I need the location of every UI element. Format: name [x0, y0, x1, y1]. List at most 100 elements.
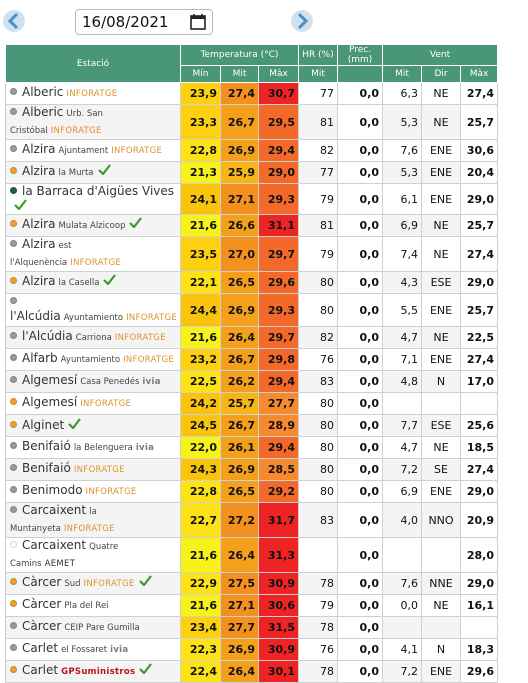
- value-cell: 21,6: [180, 214, 221, 237]
- value-cell: 26,5: [220, 271, 259, 294]
- value-cell: 0,0: [337, 480, 384, 503]
- value-cell: NNO: [421, 502, 462, 538]
- subheader-cell: Mit: [298, 65, 339, 83]
- value-cell: 26,9: [220, 638, 259, 661]
- value-cell: 26,4: [220, 537, 259, 573]
- status-dot: [10, 622, 17, 629]
- station-subname: el Fossaret: [61, 645, 108, 655]
- station-name: Alfarb: [22, 351, 58, 365]
- value-cell: 0,0: [337, 594, 384, 617]
- station-row: Alberic Urb. San Cristóbal INFORATGE 23,3 26…: [5, 104, 499, 140]
- value-cell: 31,5: [257, 616, 300, 639]
- value-cell: 25,9: [220, 161, 259, 184]
- station-name: Alzira: [22, 142, 56, 156]
- station-row: Alzira est l'Alquenència INFORATGE 23,5 27,0…: [5, 236, 499, 272]
- header-wind: Vent: [382, 44, 499, 66]
- value-cell: 22,1: [180, 271, 221, 294]
- value-cell: 30,6: [257, 594, 300, 617]
- value-cell: 27,7: [220, 616, 259, 639]
- value-cell: 4,7: [382, 436, 423, 459]
- value-cell: 7,1: [382, 348, 423, 371]
- prev-button[interactable]: [3, 10, 25, 32]
- station-cell: Alberic INFORATGE: [5, 82, 181, 105]
- station-name: Carcaixent: [22, 503, 87, 517]
- check-icon: [138, 575, 152, 587]
- value-cell: 79: [298, 594, 339, 617]
- network-tag: INFORATGE: [73, 465, 125, 475]
- station-name: Benifaió: [22, 461, 71, 475]
- value-cell: 23,5: [180, 236, 221, 272]
- subheader-cell: [337, 65, 384, 83]
- station-row: la Barraca d'Aigües Vives 24,1 27,1 29,3 79 0…: [5, 183, 499, 215]
- value-cell: 0,0: [337, 161, 384, 184]
- station-name: Carcaixent: [22, 538, 87, 552]
- station-cell: Benifaió INFORATGE: [5, 458, 181, 481]
- value-cell: NE: [421, 214, 462, 237]
- date-input[interactable]: 16/08/2021: [75, 9, 213, 35]
- value-cell: 80: [298, 293, 339, 327]
- value-cell: 24,3: [180, 458, 221, 481]
- value-cell: 0,0: [337, 348, 384, 371]
- value-cell: 5,5: [382, 293, 423, 327]
- status-dot: [10, 442, 17, 449]
- value-cell: 27,0: [220, 236, 259, 272]
- station-subname: Ajuntament: [58, 146, 109, 156]
- value-cell: 82: [298, 139, 339, 162]
- value-cell: [421, 616, 462, 639]
- station-cell: Algemesí Casa Penedés ivia: [5, 370, 181, 393]
- value-cell: 0,0: [337, 293, 384, 327]
- value-cell: 82: [298, 326, 339, 349]
- value-cell: 80: [298, 458, 339, 481]
- value-cell: 79: [298, 236, 339, 272]
- value-cell: 0,0: [337, 326, 384, 349]
- value-cell: ENE: [421, 348, 462, 371]
- value-cell: 30,9: [257, 572, 300, 595]
- value-cell: 0,0: [337, 660, 384, 683]
- value-cell: NE: [421, 326, 462, 349]
- value-cell: 0,0: [337, 271, 384, 294]
- subheader-cell: Mín: [180, 65, 221, 83]
- value-cell: SE: [421, 458, 462, 481]
- value-cell: 7,6: [382, 572, 423, 595]
- value-cell: 7,6: [382, 139, 423, 162]
- value-cell: 7,2: [382, 660, 423, 683]
- value-cell: 18,5: [460, 436, 499, 459]
- value-cell: 22,3: [180, 638, 221, 661]
- station-subname: Pla del Rei: [64, 601, 109, 611]
- value-cell: 27,2: [220, 502, 259, 538]
- status-dot: [10, 541, 17, 548]
- network-tag: INFORATGE: [85, 487, 137, 497]
- check-icon: [139, 663, 153, 675]
- status-dot: [10, 578, 17, 585]
- value-cell: 25,7: [460, 104, 499, 140]
- value-cell: 76: [298, 638, 339, 661]
- subheader-cell: Màx: [257, 65, 300, 83]
- value-cell: 29,7: [257, 236, 300, 272]
- station-cell: Alginet: [5, 414, 181, 437]
- station-cell: l'Alcúdia Ayuntamiento INFORATGE: [5, 293, 181, 327]
- station-subname: est l'Alquenència: [10, 241, 72, 268]
- station-row: l'Alcúdia Ayuntamiento INFORATGE 24,4 26,9 29…: [5, 293, 499, 327]
- subheader-row: Mín Mit Màx Mit Mit Dir Màx: [6, 65, 499, 83]
- value-cell: 20,4: [460, 161, 499, 184]
- station-cell: Alzira est l'Alquenència INFORATGE: [5, 236, 181, 272]
- value-cell: 4,8: [382, 370, 423, 393]
- value-cell: 0,0: [337, 236, 384, 272]
- value-cell: 29,0: [257, 161, 300, 184]
- station-row: Benifaió la Belenguera ivia 22,0 26,1 29,4 80 0…: [5, 436, 499, 459]
- network-tag: INFORATGE: [50, 126, 102, 136]
- calendar-icon[interactable]: [190, 14, 206, 30]
- network-tag: INFORATGE: [111, 146, 163, 156]
- check-icon: [68, 418, 82, 430]
- station-row: Carlet el Fossaret ivia 22,3 26,9 30,9 76 0,0 4,…: [5, 638, 499, 661]
- value-cell: 26,6: [220, 214, 259, 237]
- station-subname: CEIP Pare Gumilla: [64, 623, 140, 633]
- station-row: Carlet GPSuministros 22,4 26,4 30,1 78 0,0 7,2 E…: [5, 660, 499, 683]
- next-button[interactable]: [291, 10, 313, 32]
- value-cell: ENE: [421, 183, 462, 215]
- status-dot: [10, 486, 17, 493]
- value-cell: 24,1: [180, 183, 221, 215]
- value-cell: 80: [298, 436, 339, 459]
- status-dot: [10, 88, 17, 95]
- value-cell: 0,0: [337, 616, 384, 639]
